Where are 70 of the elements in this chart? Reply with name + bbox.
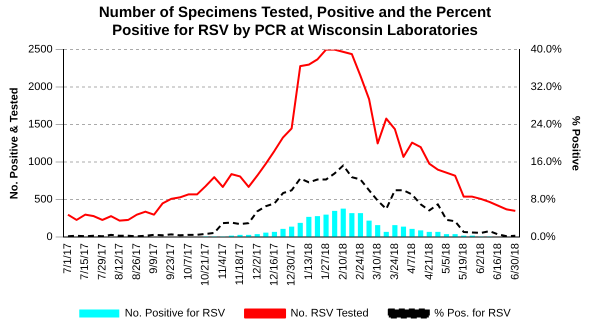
legend-label: % Pos. for RSV bbox=[434, 308, 512, 320]
y2-tick-label: 24.0% bbox=[530, 118, 562, 131]
y-tick-label: 2000 bbox=[28, 81, 53, 94]
x-tick-label: 2/24/18 bbox=[354, 243, 366, 280]
bar bbox=[340, 208, 346, 237]
bar bbox=[263, 232, 268, 237]
y2-axis-title: % Positive bbox=[569, 116, 582, 171]
chart-title: Number of Specimens Tested, Positive and the Percent Positive for RSV by PCR at Wisconsin Laboratories bbox=[98, 3, 492, 40]
bar bbox=[418, 230, 424, 237]
x-tick-label: 3/24/18 bbox=[388, 243, 401, 280]
x-tick-label: 12/30/17 bbox=[286, 243, 298, 286]
x-tick-label: 9/9/17 bbox=[148, 243, 160, 274]
x-tick-label: 12/2/17 bbox=[251, 243, 264, 280]
line-series bbox=[66, 164, 516, 238]
legend-label: No. RSV Tested bbox=[290, 308, 369, 320]
x-tick-label: 8/26/17 bbox=[130, 243, 143, 280]
bar bbox=[349, 213, 354, 237]
y-tick-label: 500 bbox=[34, 194, 53, 206]
x-tick-label: 11/4/17 bbox=[216, 243, 229, 280]
bar bbox=[332, 210, 338, 237]
bar bbox=[289, 226, 294, 237]
x-tick-label: 7/15/17 bbox=[79, 243, 92, 280]
bar bbox=[452, 234, 458, 237]
x-tick-label: 7/1/17 bbox=[62, 243, 74, 274]
x-tick-label: 9/23/17 bbox=[165, 243, 178, 280]
x-tick-label: 6/2/18 bbox=[474, 243, 487, 274]
x-tick-label: 10/21/17 bbox=[200, 243, 212, 286]
x-tick-label: 5/19/18 bbox=[458, 243, 470, 280]
legend-label: No. Positive for RSV bbox=[124, 308, 226, 320]
y-tick-label: 0 bbox=[46, 231, 53, 244]
bar bbox=[444, 234, 450, 237]
x-tick-label: 5/5/18 bbox=[440, 243, 453, 274]
y-tick-label: 1000 bbox=[28, 156, 53, 168]
y2-tick-label: 8.0% bbox=[530, 194, 556, 206]
bar bbox=[272, 232, 278, 237]
x-tick-label: 4/7/18 bbox=[406, 243, 418, 274]
bar bbox=[426, 232, 432, 237]
x-tick-label: 1/13/18 bbox=[302, 243, 315, 280]
bar bbox=[375, 225, 380, 237]
x-tick-label: 6/30/18 bbox=[509, 243, 522, 280]
bar bbox=[358, 213, 364, 237]
x-tick-label: 12/16/17 bbox=[268, 243, 280, 286]
y-tick-label: 2500 bbox=[28, 44, 53, 56]
y2-tick-label: 16.0% bbox=[530, 156, 562, 168]
y-axis-title: No. Positive & Tested bbox=[8, 88, 21, 200]
x-tick-label: 10/7/17 bbox=[182, 243, 194, 280]
x-tick-label: 4/21/18 bbox=[423, 243, 436, 280]
y2-tick-label: 0.0% bbox=[530, 231, 556, 244]
bar bbox=[384, 232, 389, 237]
bar bbox=[323, 214, 329, 237]
y2-tick-label: 32.0% bbox=[530, 81, 562, 94]
y-tick-label: 1500 bbox=[28, 118, 53, 131]
y2-tick-label: 40.0% bbox=[530, 44, 562, 56]
x-tick-label: 7/29/17 bbox=[96, 243, 108, 280]
x-tick-label: 1/27/18 bbox=[320, 243, 332, 280]
bar bbox=[306, 216, 312, 237]
bar bbox=[254, 234, 260, 237]
x-tick-label: 11/18/17 bbox=[234, 243, 246, 286]
bar bbox=[435, 232, 440, 237]
bar bbox=[409, 228, 415, 237]
bar bbox=[400, 226, 406, 237]
x-tick-label: 8/12/17 bbox=[114, 243, 126, 280]
x-tick-label: 6/16/18 bbox=[492, 243, 504, 280]
bar bbox=[366, 220, 372, 237]
bar bbox=[298, 222, 303, 237]
x-tick-label: 2/10/18 bbox=[337, 243, 350, 280]
bar bbox=[314, 216, 320, 237]
bar bbox=[392, 225, 398, 237]
x-tick-label: 3/10/18 bbox=[372, 243, 384, 280]
bar bbox=[280, 228, 286, 237]
